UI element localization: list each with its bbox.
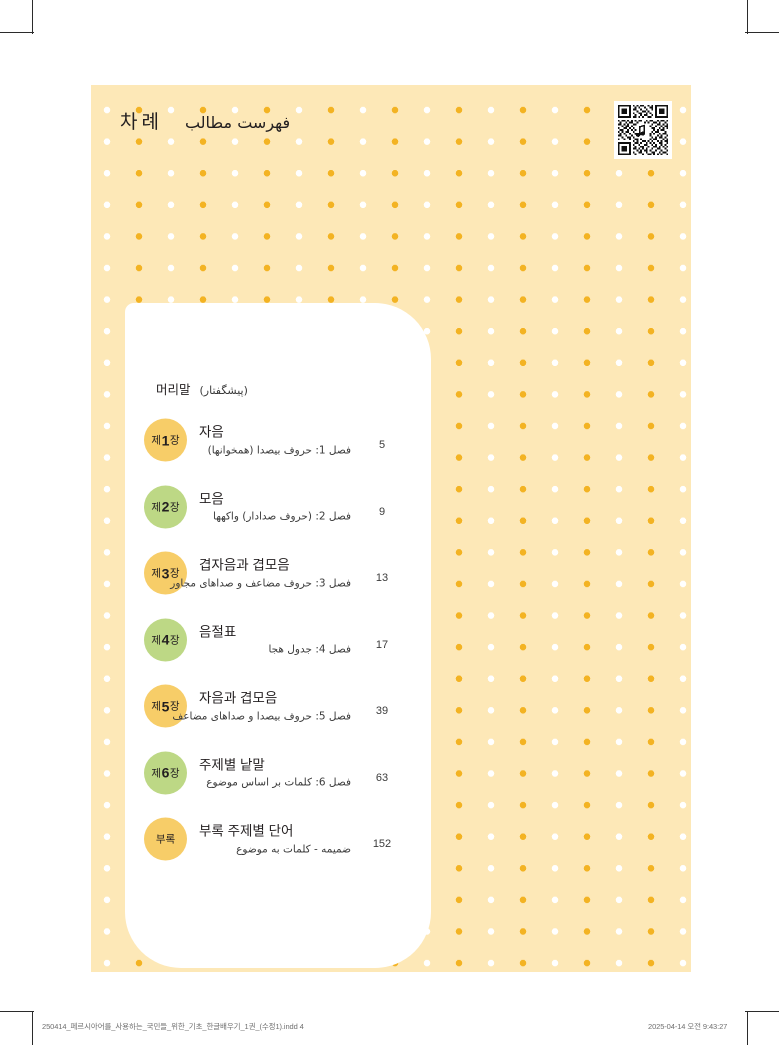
chapter-badge-prefix: 제: [151, 501, 162, 514]
toc-entry-title-persian: فصل 2: (حروف صدادار) واکهها: [213, 510, 351, 523]
preface-label-persian: (پیشگفتار): [199, 384, 248, 397]
toc-entry-texts: 자음과 겹모음 فصل 5: حروف بیصدا و صداهای مضاعف: [172, 690, 351, 722]
toc-list: 제 1 장 자음 فصل 1: حروف بیصدا (همخوانها) 5 제 2 장 모음 ف…: [125, 407, 431, 873]
toc-entry-texts: 부록 주제별 단어 ضمیمه - کلمات به موضوع: [199, 824, 351, 855]
toc-entry[interactable]: 제 4 장 음절표 فصل 4: جدول هجا 17: [125, 607, 431, 674]
chapter-badge-prefix: 제: [151, 700, 162, 713]
crop-mark-top-left-vertical: [32, 0, 34, 34]
toc-entry-title-persian: فصل 6: کلمات بر اساس موضوع: [206, 776, 351, 789]
footer-timestamp: 2025-04-14 오전 9:43:27: [648, 1022, 728, 1031]
chapter-badge-number: 1: [161, 432, 170, 449]
chapter-badge-prefix: 제: [151, 434, 162, 447]
crop-mark-bottom-right-horizontal: [745, 1011, 779, 1013]
crop-mark-top-right-vertical: [747, 0, 749, 34]
chapter-badge: 부록: [144, 817, 187, 861]
crop-mark-bottom-left-vertical: [32, 1011, 34, 1045]
toc-entry-texts: 겹자음과 겹모음 فصل 3: حروف مضاعف و صداهای مجاور: [170, 557, 351, 589]
preface-label-korean: 머리말: [156, 383, 191, 397]
toc-entry[interactable]: 제 6 장 주제별 낱말 فصل 6: کلمات بر اساس موضوع 63: [125, 740, 431, 807]
crop-mark-bottom-right-vertical: [747, 1011, 749, 1045]
chapter-badge-number: 4: [161, 631, 170, 648]
qr-code-icon[interactable]: [614, 101, 672, 159]
toc-entry-title-korean: 자음: [199, 424, 224, 440]
toc-entry-page-number: 63: [375, 771, 389, 784]
toc-entry-title-persian: فصل 4: جدول هجا: [268, 643, 351, 656]
page-title-korean: 차례: [120, 112, 163, 133]
chapter-badge-number: 2: [161, 498, 170, 515]
toc-entry[interactable]: 제 5 장 자음과 겹모음 فصل 5: حروف بیصدا و صداهای مضا…: [125, 673, 431, 740]
toc-entry-title-persian: ضمیمه - کلمات به موضوع: [236, 842, 351, 855]
crop-mark-top-right-horizontal: [745, 32, 779, 34]
table-of-contents-panel: 차례 فهرست مطالب: [91, 85, 691, 972]
toc-entry-page-number: 152: [372, 838, 392, 851]
chapter-badge-suffix: 장: [169, 567, 180, 580]
chapter-badge-suffix: 장: [169, 434, 180, 447]
chapter-badge-number: 5: [161, 698, 170, 715]
toc-entry-title-korean: 부록 주제별 단어: [199, 823, 294, 839]
toc-entry-page-number: 5: [378, 439, 386, 452]
toc-entry[interactable]: 제 1 장 자음 فصل 1: حروف بیصدا (همخوانها) 5: [125, 407, 431, 474]
toc-entry-title-korean: 자음과 겹모음: [199, 690, 278, 706]
chapter-badge-suffix: 장: [169, 767, 180, 780]
chapter-badge-suffix: 장: [169, 634, 180, 647]
toc-entry-title-korean: 모음: [199, 491, 224, 507]
contents-card: 머리말 (پیشگفتار) 제 1 장 자음 فصل 1: حروف بیصدا (ه…: [125, 303, 431, 968]
toc-entry-title-persian: فصل 5: حروف بیصدا و صداهای مضاعف: [172, 709, 351, 722]
preface-entry[interactable]: 머리말 (پیشگفتار): [156, 379, 248, 398]
toc-entry[interactable]: 제 3 장 겹자음과 겹모음 فصل 3: حروف مضاعف و صداهای مج…: [125, 540, 431, 607]
chapter-badge-suffix: 장: [169, 501, 180, 514]
footer-filename: 250414_페르시아어를_사용하는_국민들_위한_기초_한글배우기_1권_(수…: [42, 1022, 304, 1031]
toc-entry-title-persian: فصل 1: حروف بیصدا (همخوانها): [207, 443, 351, 456]
chapter-badge-label: 부록: [155, 833, 176, 846]
toc-entry-title-persian: فصل 3: حروف مضاعف و صداهای مجاور: [170, 576, 351, 589]
toc-entry-texts: 자음 فصل 1: حروف بیصدا (همخوانها): [199, 425, 351, 456]
page-header: 차례 فهرست مطالب: [91, 107, 691, 134]
toc-entry-texts: 음절표 فصل 4: جدول هجا: [199, 624, 351, 655]
toc-entry-title-korean: 겹자음과 겹모음: [199, 557, 290, 573]
chapter-badge-prefix: 제: [151, 567, 162, 580]
toc-entry-title-korean: 음절표: [199, 624, 237, 640]
toc-entry-page-number: 9: [378, 505, 386, 518]
toc-entry-texts: 주제별 낱말 فصل 6: کلمات بر اساس موضوع: [199, 757, 351, 788]
music-note-icon: [635, 123, 650, 139]
toc-entry-page-number: 13: [375, 572, 389, 585]
chapter-badge-number: 6: [161, 764, 170, 781]
toc-entry-page-number: 17: [375, 638, 389, 651]
toc-entry[interactable]: 제 2 장 모음 فصل 2: (حروف صدادار) واکهها 9: [125, 474, 431, 541]
chapter-badge-prefix: 제: [151, 634, 162, 647]
crop-mark-bottom-left-horizontal: [0, 1011, 34, 1013]
crop-mark-top-left-horizontal: [0, 32, 34, 34]
chapter-badge-suffix: 장: [169, 700, 180, 713]
chapter-badge-number: 3: [161, 565, 170, 582]
toc-entry[interactable]: 부록 부록 주제별 단어 ضمیمه - کلمات به موضوع 152: [125, 806, 431, 873]
chapter-badge-prefix: 제: [151, 767, 162, 780]
page-title-persian: فهرست مطالب: [184, 113, 291, 132]
toc-entry-texts: 모음 فصل 2: (حروف صدادار) واکهها: [199, 491, 351, 522]
toc-entry-page-number: 39: [375, 705, 389, 718]
toc-entry-title-korean: 주제별 낱말: [199, 757, 265, 773]
